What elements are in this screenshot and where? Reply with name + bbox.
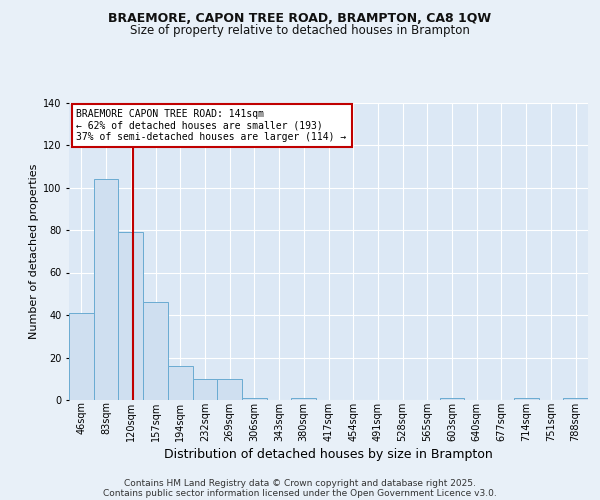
Bar (193, 379, 217, 400)
Bar (242, 398, 267, 400)
Bar (168, 366, 193, 400)
Bar (69, 313, 94, 400)
Text: Contains HM Land Registry data © Crown copyright and database right 2025.: Contains HM Land Registry data © Crown c… (124, 479, 476, 488)
Bar (563, 398, 588, 400)
Bar (440, 398, 464, 400)
Y-axis label: Number of detached properties: Number of detached properties (29, 164, 38, 339)
Bar (118, 232, 143, 400)
Bar (292, 398, 316, 400)
Text: Contains public sector information licensed under the Open Government Licence v3: Contains public sector information licen… (103, 489, 497, 498)
Text: BRAEMORE, CAPON TREE ROAD, BRAMPTON, CA8 1QW: BRAEMORE, CAPON TREE ROAD, BRAMPTON, CA8… (109, 12, 491, 26)
Bar (94, 179, 118, 400)
Bar (514, 398, 539, 400)
Bar (217, 379, 242, 400)
X-axis label: Distribution of detached houses by size in Brampton: Distribution of detached houses by size … (164, 448, 493, 460)
Bar (143, 302, 168, 400)
Text: Size of property relative to detached houses in Brampton: Size of property relative to detached ho… (130, 24, 470, 37)
Text: BRAEMORE CAPON TREE ROAD: 141sqm
← 62% of detached houses are smaller (193)
37% : BRAEMORE CAPON TREE ROAD: 141sqm ← 62% o… (76, 109, 347, 142)
